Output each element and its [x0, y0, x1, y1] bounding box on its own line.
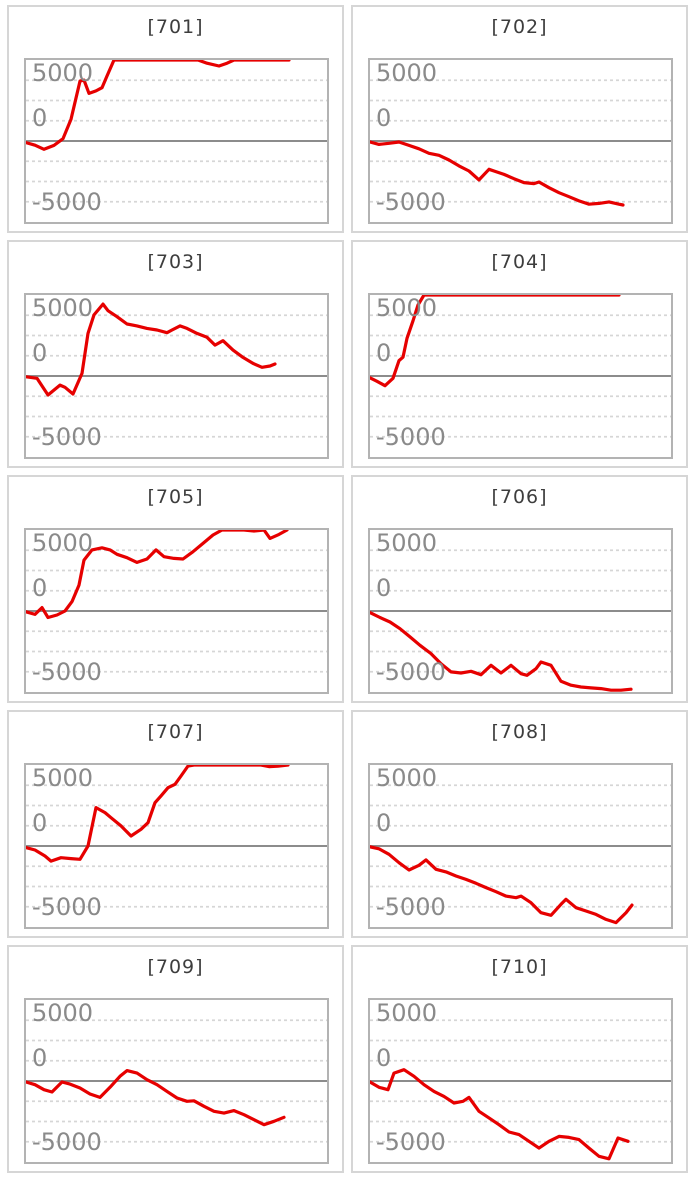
profit-line: [370, 1068, 630, 1161]
profit-line: [370, 845, 634, 925]
y-axis-label-minus5000: -5000: [32, 893, 102, 921]
profit-line: [370, 610, 633, 692]
profit-line: [26, 530, 289, 620]
slump-graph: [370, 784, 671, 925]
slump-graph: [370, 549, 671, 692]
slump-graph: [370, 295, 671, 438]
chart-panel: [709] 5000 0 -5000: [7, 945, 344, 1173]
slump-graph: [26, 530, 327, 673]
profit-line: [26, 1068, 286, 1127]
y-axis-label-0: 0: [32, 1044, 48, 1072]
profit-line: [370, 140, 625, 207]
chart-plot-area: 5000 0 -5000: [24, 58, 329, 224]
y-axis-label-minus5000: -5000: [32, 188, 102, 216]
chart-plot-area: 5000 0 -5000: [368, 763, 673, 929]
chart-title: [701]: [147, 16, 204, 38]
chart-title: [705]: [147, 486, 204, 508]
slump-graph: [370, 1019, 671, 1161]
y-axis-label-5000: 5000: [32, 59, 94, 87]
profit-line: [26, 765, 290, 863]
slump-graph: [26, 1019, 327, 1143]
chart-panel: [708] 5000 0 -5000: [351, 710, 688, 938]
y-axis-label-0: 0: [376, 339, 392, 367]
y-axis-label-minus5000: -5000: [376, 423, 446, 451]
chart-plot-area: 5000 0 -5000: [24, 998, 329, 1164]
chart-title: [704]: [491, 251, 548, 273]
y-axis-label-5000: 5000: [376, 529, 438, 557]
chart-plot-area: 5000 0 -5000: [24, 528, 329, 694]
chart-plot-area: 5000 0 -5000: [24, 293, 329, 459]
y-axis-label-5000: 5000: [32, 999, 94, 1027]
y-axis-label-5000: 5000: [376, 59, 438, 87]
chart-panel: [702] 5000 0 -5000: [351, 5, 688, 233]
chart-title: [707]: [147, 721, 204, 743]
y-axis-label-minus5000: -5000: [32, 1128, 102, 1156]
chart-plot-area: 5000 0 -5000: [24, 763, 329, 929]
y-axis-label-minus5000: -5000: [32, 423, 102, 451]
y-axis-label-5000: 5000: [32, 294, 94, 322]
chart-plot-area: 5000 0 -5000: [368, 293, 673, 459]
profit-line: [370, 295, 621, 388]
chart-panel: [704] 5000 0 -5000: [351, 240, 688, 468]
chart-plot-area: 5000 0 -5000: [368, 998, 673, 1164]
y-axis-label-0: 0: [376, 1044, 392, 1072]
y-axis-label-0: 0: [32, 339, 48, 367]
profit-line: [26, 60, 291, 151]
y-axis-label-5000: 5000: [32, 529, 94, 557]
chart-panel: [706] 5000 0 -5000: [351, 475, 688, 703]
slump-graph: [370, 79, 671, 207]
y-axis-label-minus5000: -5000: [376, 893, 446, 921]
chart-plot-area: 5000 0 -5000: [368, 528, 673, 694]
y-axis-label-minus5000: -5000: [376, 658, 446, 686]
y-axis-label-0: 0: [32, 104, 48, 132]
chart-title: [703]: [147, 251, 204, 273]
y-axis-label-0: 0: [376, 574, 392, 602]
y-axis-label-5000: 5000: [376, 294, 438, 322]
chart-panel: [701] 5000 0 -5000: [7, 5, 344, 233]
chart-title: [710]: [491, 956, 548, 978]
chart-title: [702]: [491, 16, 548, 38]
chart-title: [708]: [491, 721, 548, 743]
chart-title: [709]: [147, 956, 204, 978]
y-axis-label-5000: 5000: [376, 764, 438, 792]
y-axis-label-0: 0: [376, 809, 392, 837]
y-axis-label-5000: 5000: [32, 764, 94, 792]
profit-line: [26, 302, 277, 397]
y-axis-label-minus5000: -5000: [376, 188, 446, 216]
chart-title: [706]: [491, 486, 548, 508]
y-axis-label-5000: 5000: [376, 999, 438, 1027]
y-axis-label-0: 0: [32, 574, 48, 602]
slump-graph: [26, 765, 327, 908]
slump-graph: [26, 60, 327, 203]
chart-panel: [707] 5000 0 -5000: [7, 710, 344, 938]
y-axis-label-minus5000: -5000: [32, 658, 102, 686]
y-axis-label-0: 0: [32, 809, 48, 837]
chart-panel: [705] 5000 0 -5000: [7, 475, 344, 703]
y-axis-label-minus5000: -5000: [376, 1128, 446, 1156]
chart-panel: [710] 5000 0 -5000: [351, 945, 688, 1173]
chart-panel: [703] 5000 0 -5000: [7, 240, 344, 468]
chart-plot-area: 5000 0 -5000: [368, 58, 673, 224]
y-axis-label-0: 0: [376, 104, 392, 132]
slump-graph: [26, 302, 327, 438]
